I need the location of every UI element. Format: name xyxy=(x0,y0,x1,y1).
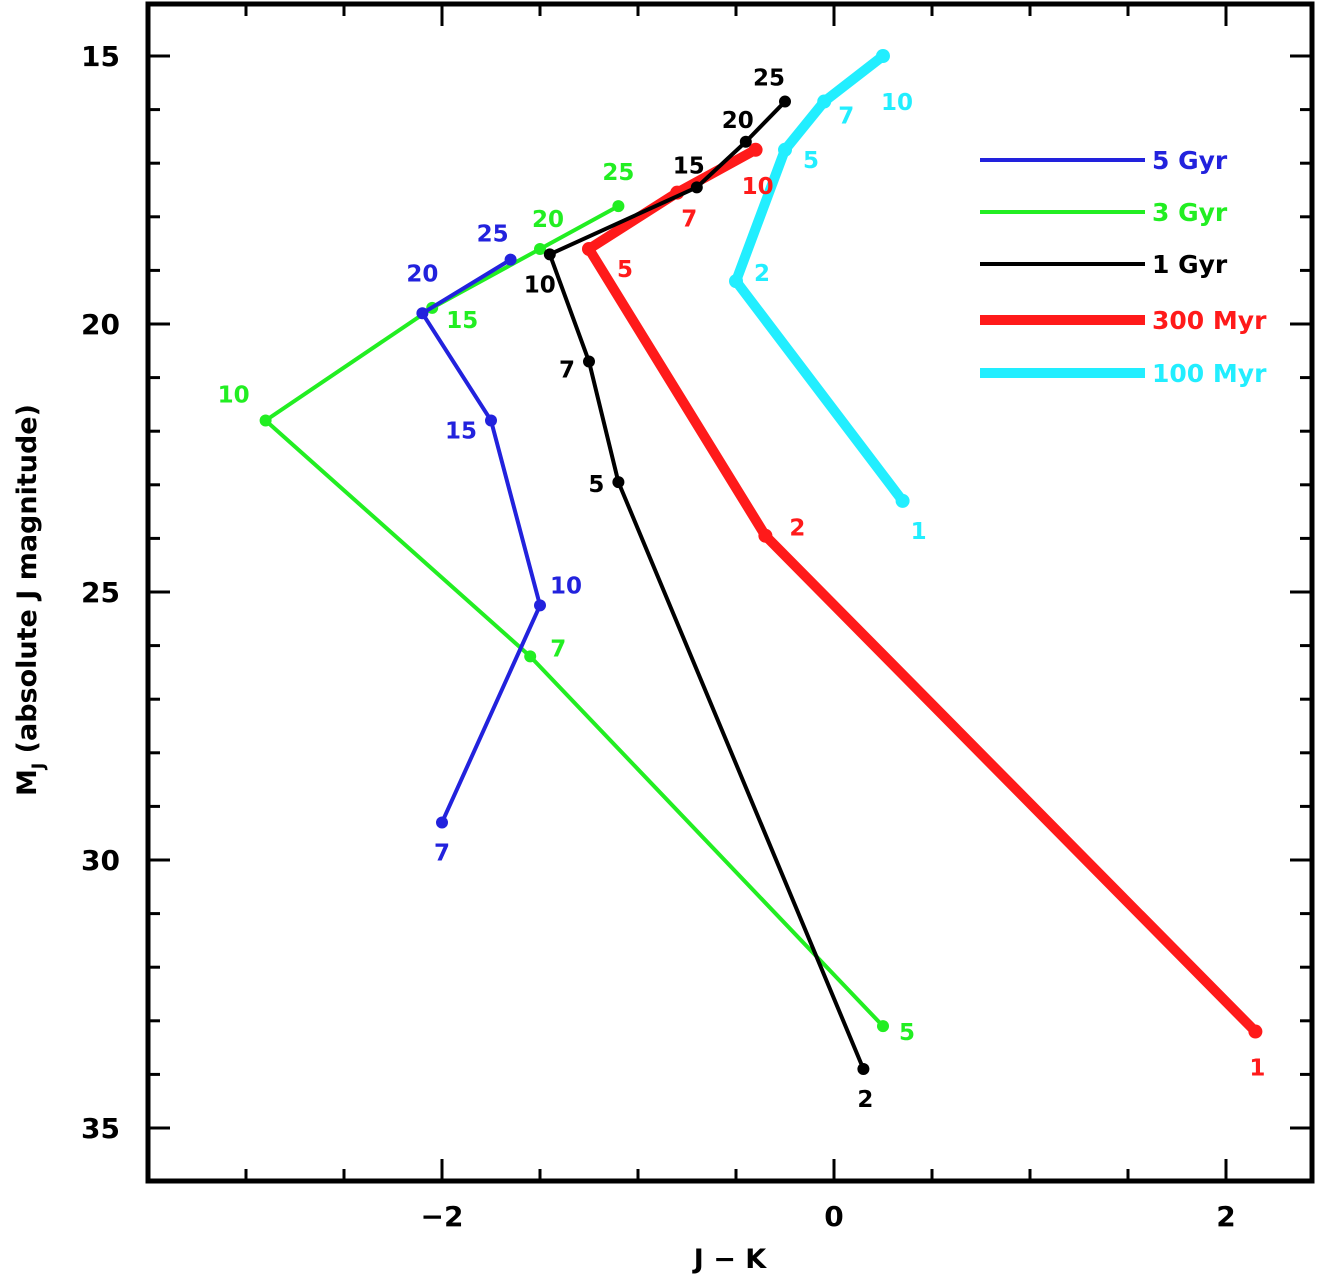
data-point-300-myr xyxy=(1248,1024,1263,1039)
point-label-1-gyr: 10 xyxy=(524,272,556,298)
data-point-1-gyr xyxy=(543,248,556,261)
x-axis-title: J − K xyxy=(692,1244,767,1274)
point-label-3-gyr: 15 xyxy=(446,308,478,334)
y-axis-title-main: M xyxy=(12,769,43,796)
point-label-100-myr: 7 xyxy=(838,104,854,130)
data-point-5-gyr xyxy=(485,414,497,427)
data-point-3-gyr xyxy=(877,1020,889,1033)
y-axis-title-rest: (absolute J magnitude) xyxy=(12,404,43,763)
point-label-100-myr: 2 xyxy=(754,261,770,287)
x-tick-label: 0 xyxy=(824,1200,843,1233)
series-layer xyxy=(259,49,1263,1076)
point-label-5-gyr: 15 xyxy=(445,418,477,444)
point-label-100-myr: 10 xyxy=(881,90,913,116)
data-point-100-myr xyxy=(729,274,743,289)
data-point-5-gyr xyxy=(416,307,429,320)
series-line-5-gyr xyxy=(420,257,542,825)
plot-frame xyxy=(145,1,1315,1184)
point-label-1-gyr: 25 xyxy=(753,66,785,92)
data-point-1-gyr xyxy=(739,135,752,148)
data-point-100-myr xyxy=(817,94,832,109)
x-tick-label: −2 xyxy=(421,1200,464,1233)
data-point-100-myr xyxy=(876,49,890,63)
data-point-1-gyr xyxy=(857,1063,870,1076)
data-point-300-myr xyxy=(582,241,596,256)
data-point-1-gyr xyxy=(612,476,625,489)
point-labels-layer: 5710152025710152025125710125710257101520… xyxy=(218,66,1266,1113)
point-label-3-gyr: 7 xyxy=(550,636,566,662)
x-tick-label: 2 xyxy=(1216,1200,1235,1233)
y-tick-label: 25 xyxy=(81,576,120,609)
data-point-300-myr xyxy=(758,528,773,543)
legend-label-5-gyr: 5 Gyr xyxy=(1152,146,1228,175)
axis-ticks xyxy=(148,4,1312,1181)
y-tick-label: 35 xyxy=(81,1112,120,1145)
data-point-3-gyr xyxy=(534,242,546,255)
data-point-1-gyr xyxy=(779,95,791,108)
point-label-5-gyr: 20 xyxy=(406,261,438,287)
data-point-100-myr xyxy=(895,493,910,508)
legend: 5 Gyr 3 Gyr 1 Gyr 300 Myr 100 Myr xyxy=(980,146,1267,388)
point-label-1-gyr: 20 xyxy=(722,108,754,134)
point-label-300-myr: 7 xyxy=(681,207,697,233)
point-label-5-gyr: 7 xyxy=(434,840,450,866)
y-axis-title-sub: J xyxy=(29,763,49,770)
point-label-3-gyr: 10 xyxy=(218,382,250,408)
point-label-100-myr: 1 xyxy=(911,519,927,545)
y-tick-label: 30 xyxy=(81,844,120,877)
y-axis-title: MJ (absolute J magnitude) xyxy=(12,404,49,796)
point-label-1-gyr: 7 xyxy=(559,358,575,384)
data-point-3-gyr xyxy=(259,414,272,427)
y-tick-label: 15 xyxy=(81,40,120,73)
point-label-300-myr: 2 xyxy=(789,516,805,542)
y-tick-label: 20 xyxy=(81,308,120,341)
point-label-1-gyr: 2 xyxy=(857,1087,873,1113)
data-point-300-myr xyxy=(748,142,763,157)
data-point-5-gyr xyxy=(534,599,546,612)
point-label-1-gyr: 5 xyxy=(588,472,604,498)
point-label-100-myr: 5 xyxy=(803,148,819,174)
point-label-3-gyr: 5 xyxy=(899,1020,915,1046)
point-label-3-gyr: 25 xyxy=(602,160,634,186)
legend-label-1-gyr: 1 Gyr xyxy=(1152,250,1228,279)
series-line-300-myr xyxy=(584,144,1261,1037)
data-point-100-myr xyxy=(778,142,792,157)
point-label-300-myr: 10 xyxy=(742,174,774,200)
data-point-3-gyr xyxy=(612,200,625,213)
point-label-5-gyr: 10 xyxy=(550,573,582,599)
point-label-5-gyr: 25 xyxy=(477,222,509,248)
legend-label-3-gyr: 3 Gyr xyxy=(1152,198,1228,227)
data-point-5-gyr xyxy=(436,816,448,829)
legend-label-100-myr: 100 Myr xyxy=(1152,359,1267,388)
data-point-5-gyr xyxy=(504,253,517,266)
point-label-300-myr: 1 xyxy=(1249,1056,1265,1082)
data-point-1-gyr xyxy=(583,355,595,368)
point-label-300-myr: 5 xyxy=(617,257,633,283)
point-label-3-gyr: 20 xyxy=(532,207,564,233)
point-label-1-gyr: 15 xyxy=(673,153,705,179)
data-point-1-gyr xyxy=(690,181,703,194)
series-line-3-gyr xyxy=(263,204,885,1029)
legend-label-300-myr: 300 Myr xyxy=(1152,306,1267,335)
data-point-3-gyr xyxy=(524,650,537,663)
